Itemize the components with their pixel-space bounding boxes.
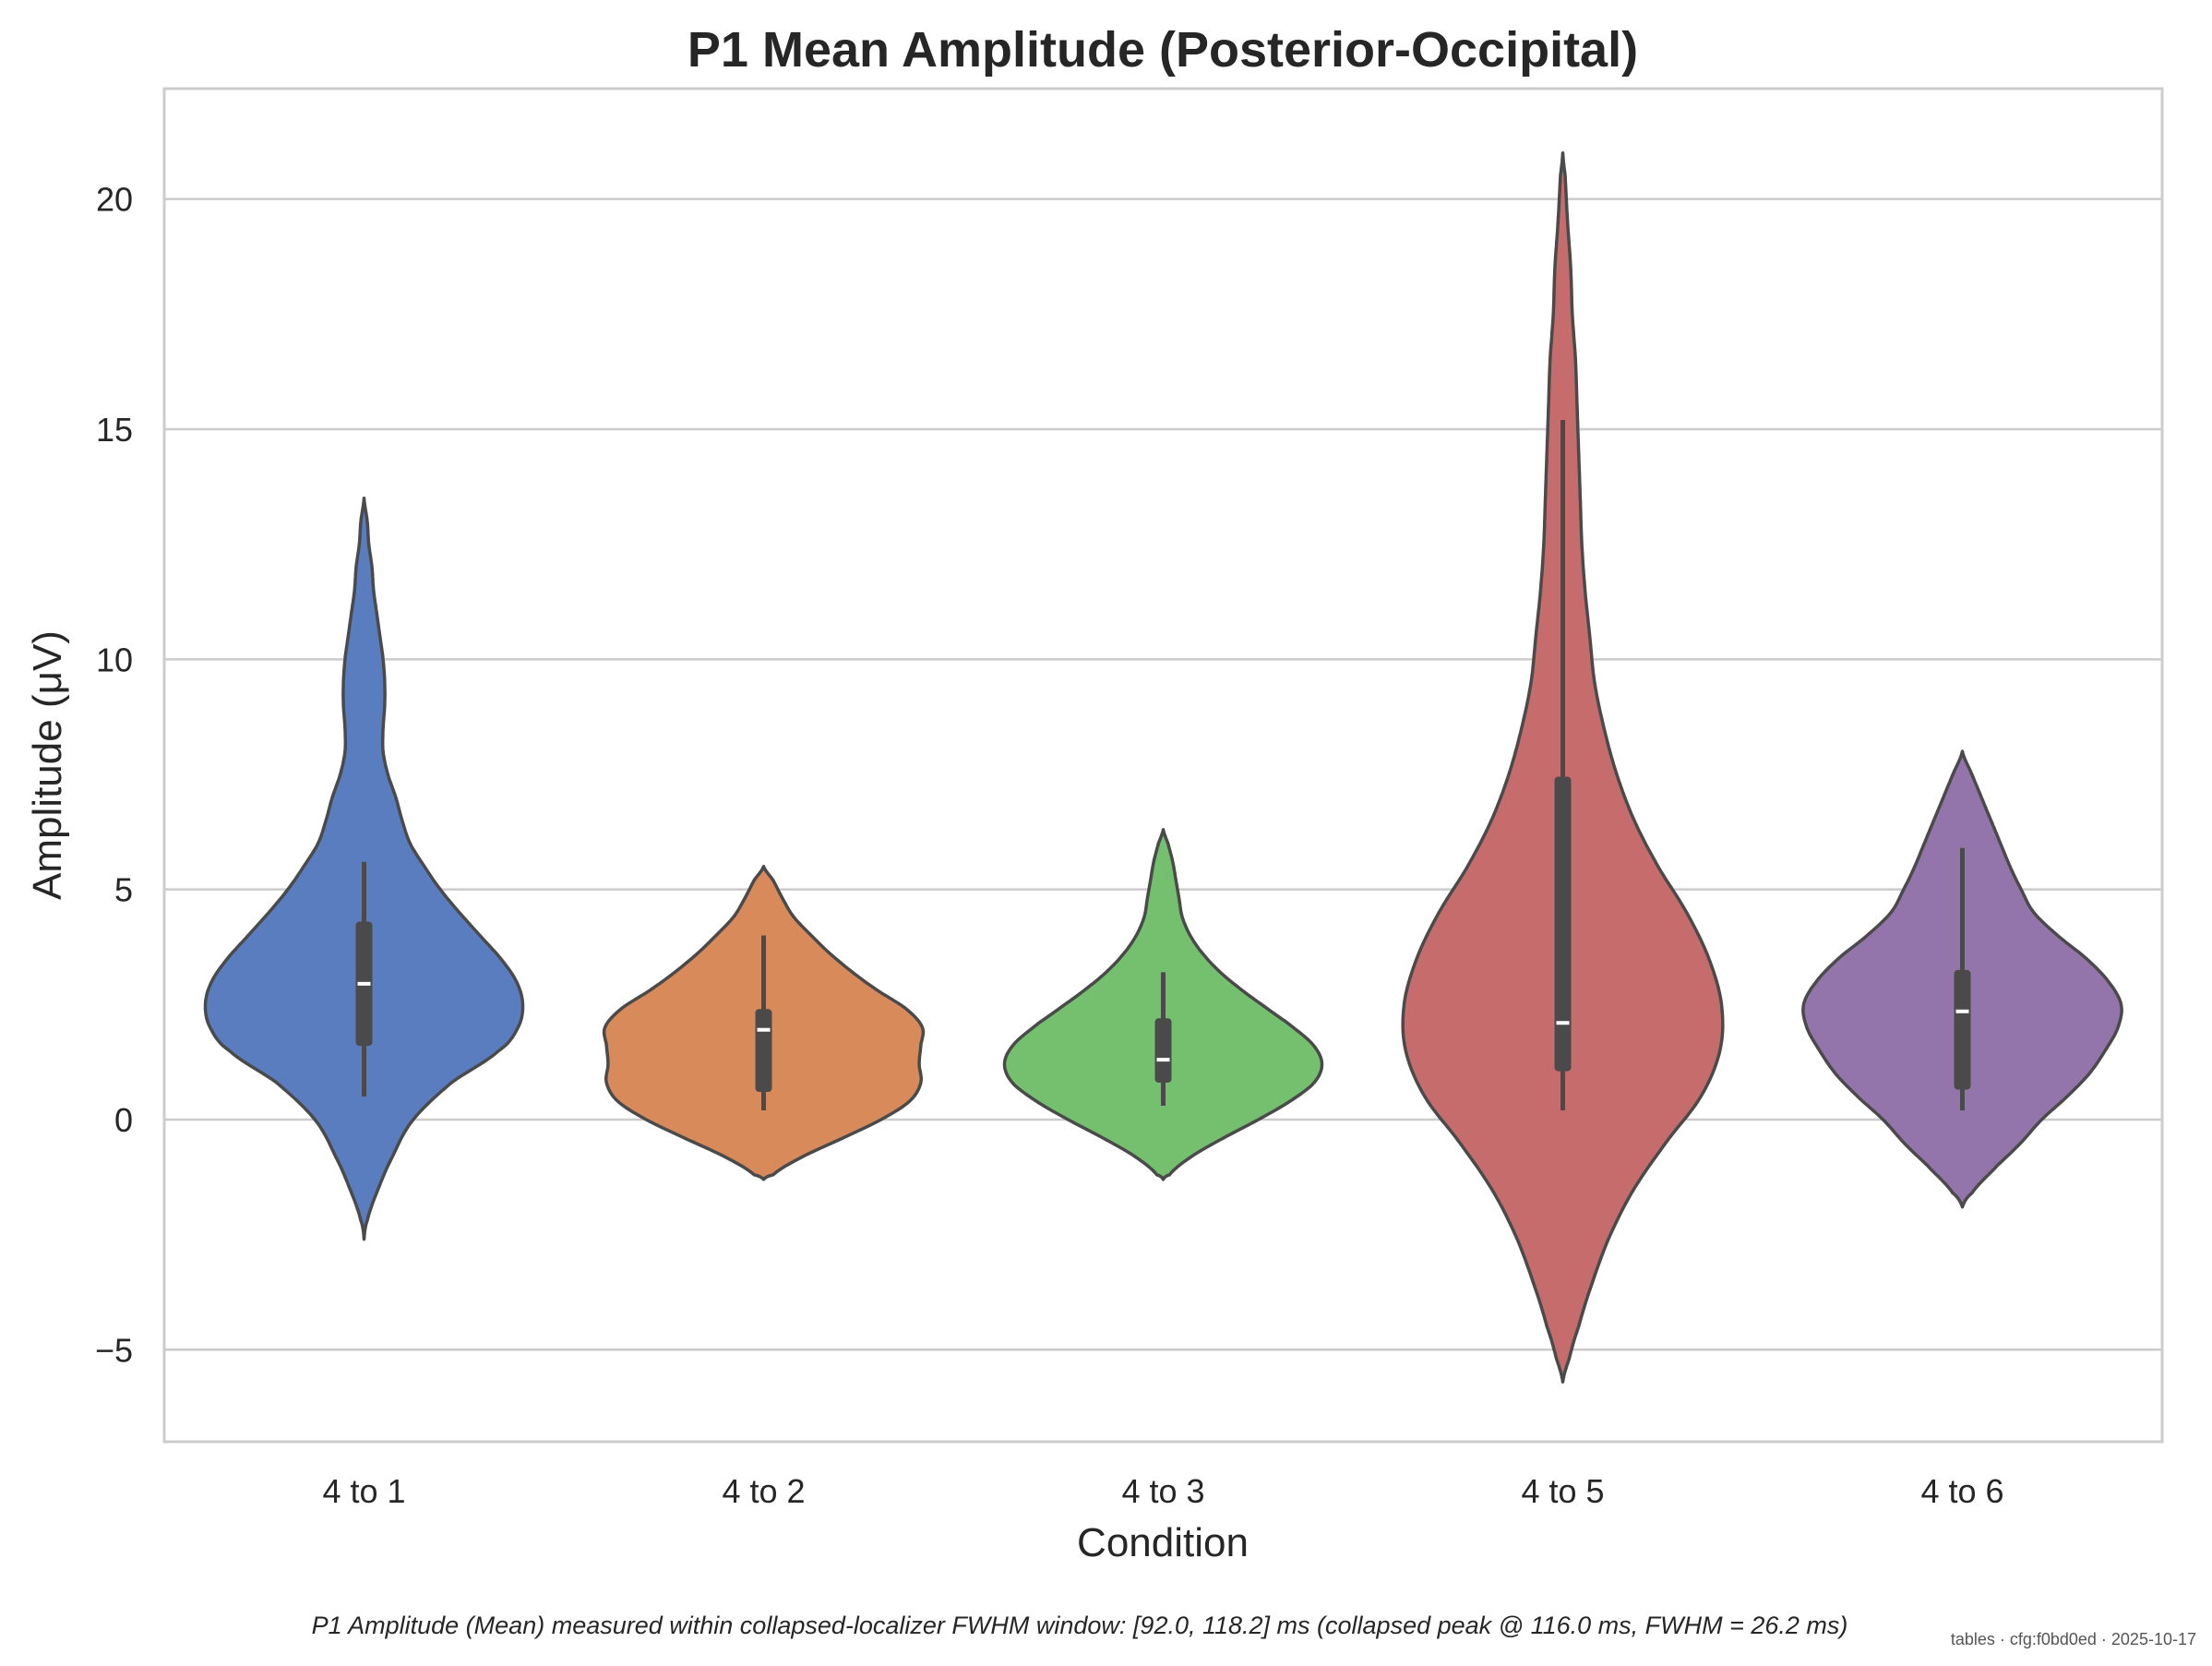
y-tick-label: −5	[95, 1331, 133, 1369]
y-tick-labels: −5 0 5 10 15 20	[95, 181, 133, 1370]
x-tick-label: 4 to 2	[722, 1472, 805, 1510]
plot-frame	[162, 87, 2164, 1444]
y-tick-label: 0	[114, 1101, 133, 1139]
x-tick-label: 4 to 3	[1121, 1472, 1204, 1510]
iqr-box	[1554, 776, 1572, 1072]
caption: P1 Amplitude (Mean) measured within coll…	[312, 1612, 1848, 1639]
x-axis-label: Condition	[1077, 1520, 1249, 1565]
violin-4-to-5	[1401, 151, 1725, 1384]
iqr-box	[755, 1009, 772, 1093]
violin-4-to-3	[1002, 828, 1324, 1181]
x-tick-label: 4 to 6	[1920, 1472, 2003, 1510]
y-axis-label: Amplitude (μV)	[25, 630, 70, 900]
y-tick-label: 5	[114, 871, 133, 909]
footer-stamp: tables · cfg:f0bd0ed · 2025-10-17	[1951, 1630, 2196, 1648]
iqr-box	[1154, 1018, 1172, 1084]
y-tick-label: 10	[96, 641, 133, 678]
violins	[203, 151, 2123, 1384]
x-tick-label: 4 to 5	[1521, 1472, 1604, 1510]
violin-4-to-6	[1801, 749, 2123, 1209]
x-tick-labels: 4 to 1 4 to 2 4 to 3 4 to 5 4 to 6	[322, 1472, 2003, 1510]
y-tick-label: 15	[96, 411, 133, 449]
chart-title: P1 Mean Amplitude (Posterior-Occipital)	[688, 22, 1638, 78]
x-tick-label: 4 to 1	[322, 1472, 405, 1510]
iqr-box	[1954, 969, 1971, 1090]
violin-4-to-2	[602, 864, 926, 1181]
violin-4-to-1	[203, 497, 525, 1241]
y-tick-label: 20	[96, 181, 133, 219]
